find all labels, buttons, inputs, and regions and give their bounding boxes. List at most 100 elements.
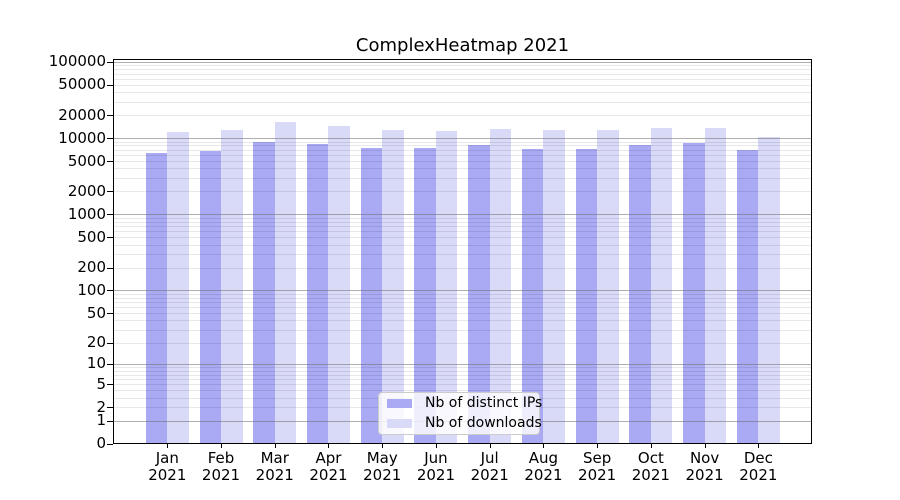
bar-apr-2021-distinct-ips <box>306 144 329 443</box>
gridline-minor <box>114 378 811 380</box>
gridline-minor <box>114 191 811 193</box>
gridline-minor <box>114 168 811 170</box>
gridline-minor <box>114 237 811 239</box>
y-axis-label-1: 1 <box>96 411 106 430</box>
legend-label-distinct-ips: Nb of distinct IPs <box>425 395 543 411</box>
gridline-minor <box>114 73 811 75</box>
bar-jan-2021-distinct-ips <box>145 152 168 443</box>
gridline-minor <box>114 221 811 223</box>
month-label: Aug <box>528 449 559 467</box>
month-label: Dec <box>743 449 773 467</box>
month-label: Mar <box>260 449 289 467</box>
gridline-minor <box>114 307 811 309</box>
gridline-minor <box>114 84 811 86</box>
gridline-minor <box>114 370 811 372</box>
x-axis-tick <box>597 444 599 448</box>
gridline-minor <box>114 101 811 103</box>
gridline-minor <box>114 226 811 228</box>
y-axis-label-200: 200 <box>77 258 106 277</box>
y-axis-label-0: 0 <box>96 434 106 452</box>
year-label: 2021 <box>524 466 563 484</box>
x-axis-tick <box>435 444 437 448</box>
year-label: 2021 <box>201 466 241 484</box>
bar-nov-2021-downloads <box>704 127 727 443</box>
gridline-minor <box>114 320 811 322</box>
bar-jun-2021-distinct-ips <box>414 147 436 443</box>
y-axis-tick <box>107 363 113 365</box>
y-axis-label-50000: 50000 <box>58 75 106 94</box>
year-label: 2021 <box>255 466 294 484</box>
y-axis-tick <box>107 342 113 344</box>
y-axis-label-10: 10 <box>86 354 106 373</box>
x-axis-label-mar: Mar 2021 <box>243 450 307 484</box>
y-axis-label-5: 5 <box>96 374 106 393</box>
gridline-minor <box>114 329 811 331</box>
bar-jan-2021-downloads <box>167 131 189 443</box>
y-axis-label-5000: 5000 <box>67 151 106 170</box>
gridline-minor <box>114 217 811 219</box>
gridline-minor <box>114 65 811 67</box>
y-axis-label-2: 2 <box>96 397 106 416</box>
gridline-minor <box>114 178 811 179</box>
legend-item-downloads: Nb of downloads <box>387 416 542 431</box>
y-axis-tick <box>107 115 113 117</box>
year-label: 2021 <box>685 466 724 484</box>
x-axis-label-apr: Apr 2021 <box>296 450 360 484</box>
gridline-minor <box>114 145 811 147</box>
gridline-minor <box>114 115 811 117</box>
bar-oct-2021-downloads <box>650 128 673 443</box>
legend: Nb of distinct IPs Nb of downloads <box>378 392 543 435</box>
gridline-minor <box>114 384 811 386</box>
gridline-minor <box>114 69 811 71</box>
y-axis-tick <box>107 84 113 86</box>
plot-area <box>113 59 812 444</box>
gridline-minor <box>114 149 811 151</box>
gridline-minor <box>114 297 811 299</box>
x-axis-tick <box>758 444 760 448</box>
gridline-minor <box>114 293 811 295</box>
y-axis-tick <box>107 161 113 163</box>
x-axis-tick <box>543 444 545 448</box>
bar-jul-2021-distinct-ips <box>468 145 490 443</box>
x-axis-label-nov: Nov 2021 <box>673 450 737 484</box>
y-axis-tick <box>107 420 113 422</box>
y-axis-label-500: 500 <box>77 227 106 246</box>
y-axis-label-1000: 1000 <box>67 204 106 223</box>
x-axis-label-aug: Aug 2021 <box>511 450 575 484</box>
year-label: 2021 <box>631 466 670 484</box>
month-label: Jul <box>480 449 499 467</box>
x-axis-label-oct: Oct 2021 <box>619 450 683 484</box>
x-axis-label-may: May 2021 <box>350 450 414 484</box>
gridline-minor <box>114 254 811 256</box>
y-axis-label-20: 20 <box>86 333 106 352</box>
gridline-minor <box>114 302 811 304</box>
gridline-minor <box>114 313 811 315</box>
x-axis-label-feb: Feb 2021 <box>189 450 253 484</box>
bar-dec-2021-distinct-ips <box>736 150 759 443</box>
x-axis-tick <box>221 444 223 448</box>
y-axis-label-100000: 100000 <box>48 52 106 71</box>
gridline-major <box>114 138 811 140</box>
y-axis-tick <box>107 384 113 386</box>
gridline-major <box>114 61 811 63</box>
month-label: Sep <box>582 449 612 467</box>
y-axis-tick <box>107 313 113 315</box>
gridline-minor <box>114 367 811 369</box>
x-axis-tick <box>274 444 276 448</box>
year-label: 2021 <box>470 466 509 484</box>
bar-aug-2021-distinct-ips <box>521 148 544 443</box>
y-axis-tick <box>107 407 113 409</box>
gridline-minor <box>114 390 811 392</box>
gridline-minor <box>114 374 811 376</box>
gridline-minor <box>114 267 811 269</box>
y-axis-tick <box>107 191 113 193</box>
month-label: Nov <box>689 449 720 467</box>
bar-apr-2021-downloads <box>328 125 350 443</box>
bar-mar-2021-downloads <box>274 122 297 443</box>
bar-dec-2021-downloads <box>758 137 780 443</box>
gridline-minor <box>114 231 811 233</box>
month-label: Apr <box>315 449 342 467</box>
gridline-minor <box>114 155 811 157</box>
x-axis-label-jan: Jan 2021 <box>135 450 199 484</box>
gridline-minor <box>114 78 811 80</box>
